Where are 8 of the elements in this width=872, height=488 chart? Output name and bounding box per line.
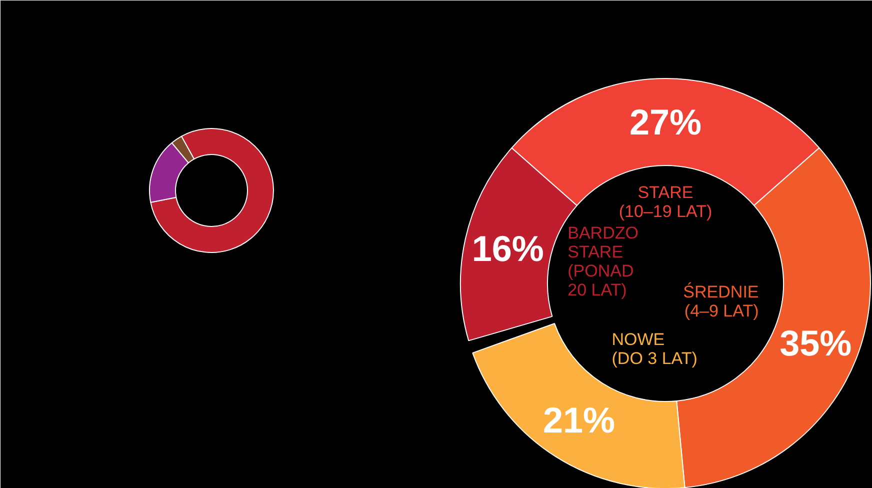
data-label: 21% [542,399,615,440]
slice-label: BARDZO STARE (PONAD 20 LAT) [568,224,638,300]
slice-label: STARE (10–19 LAT) [618,183,712,222]
slice-label: ŚREDNIE (4–9 LAT) [683,281,759,320]
data-label: 27% [629,102,702,142]
data-label: 35% [780,322,852,364]
data-label: 16% [472,228,544,269]
slice-label: NOWE (DO 3 LAT) [612,330,698,368]
